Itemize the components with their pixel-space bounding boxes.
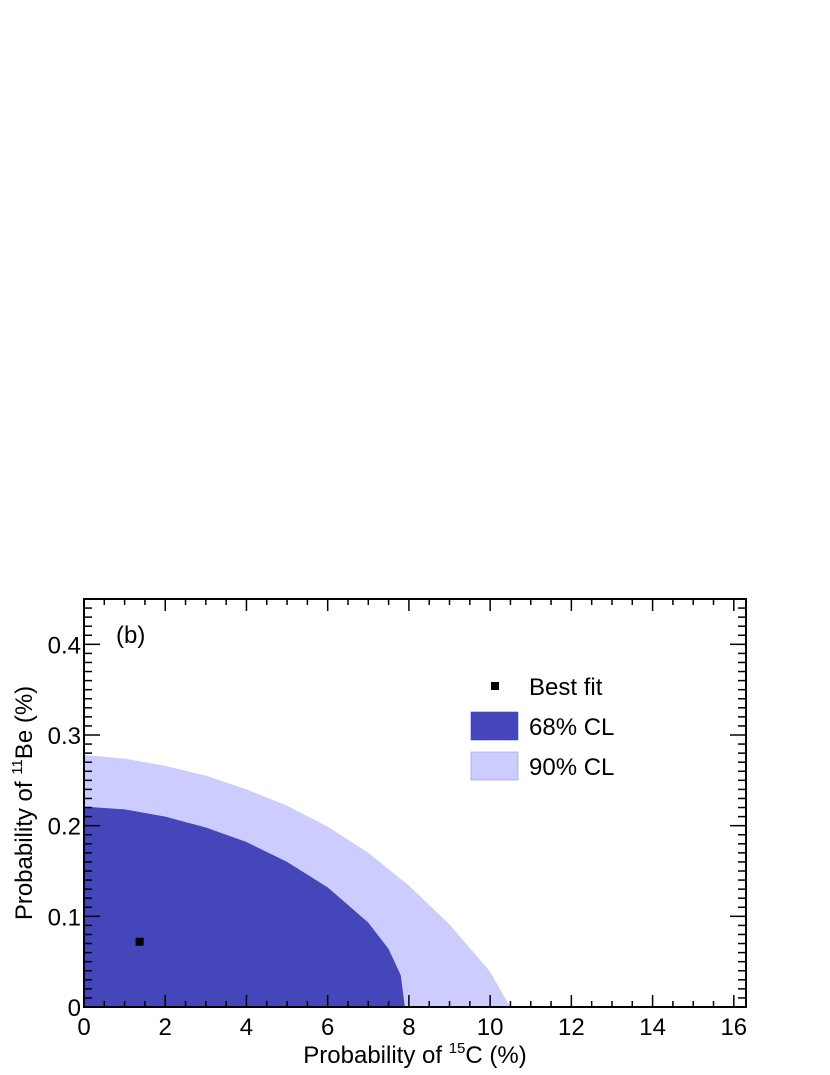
x-axis-title-suffix: C (%) (465, 1042, 526, 1069)
best-fit-markers (135, 937, 144, 946)
legend: Best fit 68% CL 90% CL (470, 674, 614, 781)
y-axis-title: Probability of 11Be (%) (9, 686, 38, 920)
x-axis-title-prefix: Probability of (303, 1042, 448, 1069)
legend-label: 68% CL (529, 714, 614, 741)
confidence-regions (84, 754, 511, 1007)
tick-labels: 0 2 4 6 8 10 12 14 16 0 0.1 0.2 0.3 0.4 (48, 632, 748, 1041)
x-tick-label: 8 (402, 1014, 415, 1041)
legend-marker-best-fit (491, 682, 499, 690)
legend-label: Best fit (529, 674, 603, 701)
legend-swatch-90-cl (470, 751, 519, 781)
x-tick-label: 14 (639, 1014, 666, 1041)
best-fit-point (135, 937, 144, 946)
plot-frame (83, 598, 747, 1008)
x-tick-label: 2 (159, 1014, 172, 1041)
y-tick-label: 0.1 (48, 904, 81, 931)
y-tick-label: 0 (68, 995, 81, 1022)
panel-label: (b) (116, 622, 145, 649)
x-tick-label: 6 (321, 1014, 334, 1041)
legend-label: 90% CL (529, 754, 614, 781)
x-tick-label: 4 (240, 1014, 253, 1041)
axis-ticks (83, 598, 746, 1008)
y-tick-label: 0.3 (48, 723, 81, 750)
y-axis-title-suffix: Be (%) (11, 686, 38, 759)
y-tick-label: 0.4 (48, 632, 81, 659)
x-tick-label: 16 (720, 1014, 747, 1041)
y-tick-label: 0.2 (48, 814, 81, 841)
x-axis-title: Probability of 15C (%) (303, 1040, 526, 1069)
x-tick-label: 0 (77, 1014, 90, 1041)
legend-swatch-68-cl (470, 711, 519, 741)
x-axis-title-superscript: 15 (449, 1040, 466, 1057)
region-68-cl (84, 806, 405, 1007)
y-axis-title-prefix: Probability of (11, 775, 38, 920)
x-tick-label: 10 (477, 1014, 504, 1041)
y-axis-title-superscript: 11 (9, 759, 26, 775)
x-tick-label: 12 (558, 1014, 585, 1041)
